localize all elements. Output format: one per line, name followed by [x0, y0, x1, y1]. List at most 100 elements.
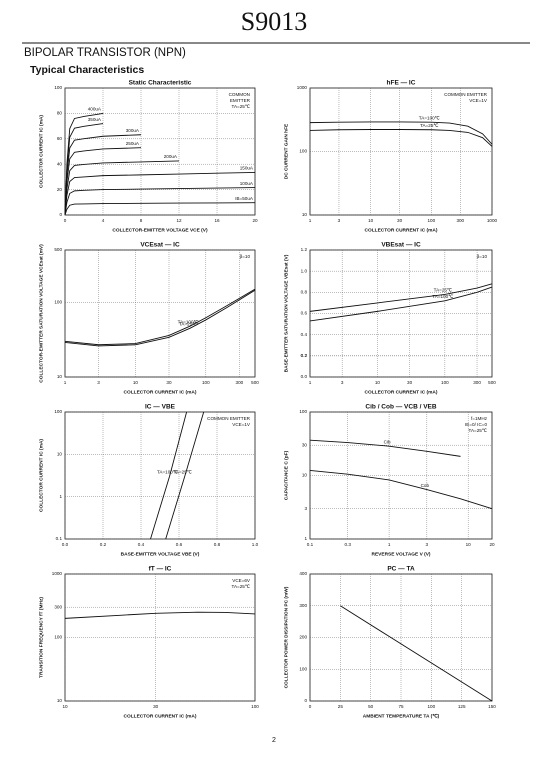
annotation: TA=25℃: [232, 104, 251, 109]
chart: VCEsat — IC COLLECTOR CURRENT IC (mA) COLL…: [38, 242, 259, 396]
y-tick-label: 100: [54, 635, 62, 640]
curve: [150, 411, 188, 540]
annotation: VCE=6V: [232, 578, 251, 583]
y-tick-label: 0.2: [301, 353, 308, 358]
series-label: Cib: [384, 439, 391, 444]
x-tick-label: 4: [102, 218, 105, 223]
y-axis-label: CAPACITANCE C (pF): [283, 450, 289, 500]
annotation: VCE=1V: [232, 422, 251, 427]
y-tick-label: 1.2: [301, 247, 308, 252]
y-axis-label: COLLECTOR CURRENT IC (mA): [38, 439, 44, 512]
y-axis-label: DC CURRENT GAIN hFE: [283, 123, 289, 179]
x-tick-label: 1: [64, 380, 67, 385]
part-number: S9013: [241, 7, 307, 36]
x-tick-label: 0.2: [100, 542, 107, 547]
y-tick-label: 400: [299, 571, 307, 576]
x-tick-label: 100: [427, 218, 435, 223]
chart-title: PC — TA: [387, 566, 415, 573]
x-tick-label: 75: [398, 704, 404, 709]
page-number: 2: [272, 737, 276, 744]
y-tick-label: 30: [302, 442, 308, 447]
series-label: TA=100℃: [432, 294, 454, 299]
series-label: TA=100℃: [419, 115, 441, 120]
chart: VBEsat — IC COLLECTOR CURRENT IC (mA) BASE…: [283, 242, 496, 396]
y-tick-label: 0.2: [301, 353, 308, 358]
y-tick-label: 10: [302, 212, 308, 217]
curve: [64, 160, 180, 216]
chart-title: VCEsat — IC: [140, 242, 180, 249]
annotation: TA=25℃: [469, 428, 488, 433]
y-tick-label: 0: [59, 212, 62, 217]
x-tick-label: 20: [489, 542, 495, 547]
x-axis-label: COLLECTOR-EMITTER VOLTAGE VCE (V): [112, 227, 208, 233]
chart: Static Characteristic COLLECTOR-EMITTER V…: [38, 80, 258, 234]
chart: Cib / Cob — VCB / VEB REVERSE VOLTAGE V (…: [283, 404, 495, 558]
y-axis-label: TRANSITION FREQUENCY fT (MHz): [38, 597, 44, 678]
x-tick-label: 1: [388, 542, 391, 547]
y-tick-label: 200: [299, 635, 307, 640]
x-tick-label: 30: [407, 380, 413, 385]
y-tick-label: 3: [304, 506, 307, 511]
series-label: TA=100℃: [157, 470, 179, 475]
curve: [64, 147, 142, 216]
y-tick-label: 1.0: [301, 268, 308, 273]
annotation: β=10: [477, 254, 488, 259]
x-tick-label: 500: [251, 380, 259, 385]
x-tick-label: 1.0: [252, 542, 259, 547]
chart-title: hFE — IC: [387, 80, 416, 87]
y-tick-label: 10: [57, 452, 63, 457]
curve: [64, 288, 256, 346]
y-tick-label: 100: [299, 149, 307, 154]
y-tick-label: 80: [57, 111, 63, 116]
x-tick-label: 1: [309, 380, 312, 385]
chart-title: VBEsat — IC: [381, 242, 421, 249]
series-label: 250uA: [126, 141, 140, 146]
x-tick-label: 12: [176, 218, 182, 223]
y-tick-label: 0.6: [301, 311, 308, 316]
y-tick-label: 0.4: [301, 332, 308, 337]
x-tick-label: 10: [62, 704, 68, 709]
y-tick-label: 0.8: [301, 290, 308, 295]
y-tick-label: 300: [299, 603, 307, 608]
annotation: COMMON: [229, 92, 250, 97]
y-tick-label: 0.1: [56, 536, 63, 541]
x-tick-label: 0.0: [62, 542, 69, 547]
x-tick-label: 30: [397, 218, 403, 223]
y-tick-label: 100: [54, 409, 62, 414]
x-tick-label: 0: [309, 704, 312, 709]
chart-title: fT — IC: [149, 566, 172, 573]
x-tick-label: 0.3: [345, 542, 352, 547]
x-axis-label: COLLECTOR CURRENT IC (mA): [124, 389, 197, 395]
y-tick-label: 10: [57, 374, 63, 379]
x-tick-label: 300: [236, 380, 244, 385]
x-tick-label: 100: [427, 704, 435, 709]
x-axis-label: AMBIENT TEMPERATURE TA (℃): [363, 712, 440, 719]
y-tick-label: 10: [57, 698, 63, 703]
y-axis-label: COLLECTOR POWER DISSIPATION PC (mW): [283, 586, 289, 688]
y-tick-label: 60: [57, 136, 63, 141]
x-tick-label: 10: [375, 380, 381, 385]
series-label: 400uA: [88, 107, 102, 112]
y-tick-label: 100: [54, 85, 62, 90]
y-tick-label: 1: [59, 494, 62, 499]
curve: [309, 283, 493, 312]
curve: [309, 129, 493, 147]
curve: [64, 611, 256, 619]
curve: [309, 121, 493, 145]
y-axis-label: BASE-EMITTER SATURATION VOLTAGE VBEsat (…: [283, 254, 289, 372]
y-axis-label: COLLECTOR-EMITTER SATURATION VOLTAGE VCE…: [38, 244, 44, 383]
series-label: TA=25℃: [434, 288, 453, 293]
series-label: TA=25℃: [173, 470, 192, 475]
x-tick-label: 30: [166, 380, 172, 385]
x-tick-label: 1000: [487, 218, 498, 223]
curve: [340, 605, 493, 702]
x-tick-label: 0.4: [138, 542, 145, 547]
y-tick-label: 300: [54, 604, 62, 609]
x-tick-label: 150: [488, 704, 496, 709]
series-label: 200uA: [164, 154, 178, 159]
y-tick-label: 40: [57, 161, 63, 166]
x-tick-label: 16: [214, 218, 220, 223]
x-tick-label: 10: [368, 218, 374, 223]
y-tick-label: 0: [304, 698, 307, 703]
